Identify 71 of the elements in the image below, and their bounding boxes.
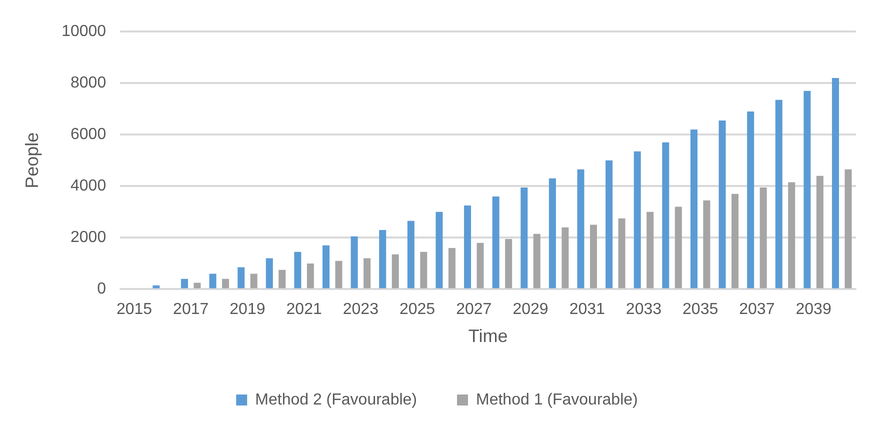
bar <box>407 220 414 288</box>
x-tick-label: 2027 <box>456 301 492 318</box>
bar <box>816 176 824 288</box>
bar <box>322 245 330 288</box>
bar <box>548 178 556 288</box>
bar <box>436 212 443 288</box>
bar <box>209 274 216 288</box>
x-tick-label: 2035 <box>682 301 718 318</box>
bar <box>690 129 698 288</box>
bar <box>832 78 839 288</box>
bar <box>250 274 258 288</box>
bar <box>392 254 399 288</box>
bar <box>618 218 626 288</box>
bar <box>420 252 428 288</box>
bar <box>590 224 597 288</box>
bar <box>788 182 796 288</box>
bar <box>520 187 528 288</box>
x-tick-label: 2019 <box>230 301 266 318</box>
y-tick-label: 2000 <box>70 229 106 246</box>
x-tick-label: 2015 <box>116 301 152 318</box>
bar <box>222 278 230 288</box>
bar <box>562 227 569 288</box>
bar <box>747 111 754 288</box>
bar <box>364 258 371 288</box>
bar <box>674 206 682 288</box>
x-tick-label: 2029 <box>512 301 548 318</box>
bar <box>760 187 767 288</box>
x-tick-label: 2025 <box>399 301 436 318</box>
bar <box>662 142 670 288</box>
x-tick-label: 2037 <box>739 301 775 318</box>
bar <box>703 200 710 288</box>
bar <box>533 234 540 288</box>
bar <box>266 258 273 288</box>
bar <box>194 282 201 288</box>
x-tick-label: 2021 <box>286 301 322 318</box>
bar <box>306 263 314 288</box>
bar <box>464 205 472 288</box>
x-tick-label: 2031 <box>569 301 606 318</box>
y-tick-label: 8000 <box>70 74 106 92</box>
bar <box>634 151 641 288</box>
x-tick-label: 2033 <box>626 301 662 318</box>
bar <box>646 212 654 288</box>
y-axis-title: People <box>22 132 42 188</box>
x-axis-title: Time <box>468 326 508 346</box>
y-tick-label: 0 <box>97 280 106 298</box>
bar <box>335 260 342 288</box>
bar <box>448 248 456 288</box>
bar <box>775 100 782 288</box>
bar <box>238 267 245 288</box>
bar <box>577 169 584 288</box>
bar <box>606 160 613 288</box>
legend-label: Method 1 (Favourable) <box>476 391 638 408</box>
bar <box>718 120 726 288</box>
y-tick-label: 10000 <box>62 23 106 40</box>
x-tick-label: 2023 <box>342 301 379 318</box>
x-tick-label: 2039 <box>796 301 832 318</box>
bar <box>731 194 739 288</box>
bar <box>379 230 386 288</box>
bar <box>476 242 484 288</box>
bar <box>350 236 358 288</box>
bar <box>844 169 852 288</box>
bar <box>294 252 302 288</box>
bar <box>180 278 188 288</box>
legend-label: Method 2 (Favourable) <box>255 391 417 408</box>
bar <box>492 196 500 288</box>
bar <box>278 270 286 288</box>
x-tick-label: 2017 <box>173 301 209 318</box>
y-tick-label: 4000 <box>70 178 106 195</box>
y-tick-label: 6000 <box>70 126 106 144</box>
bar <box>505 238 512 288</box>
bar <box>804 90 811 288</box>
